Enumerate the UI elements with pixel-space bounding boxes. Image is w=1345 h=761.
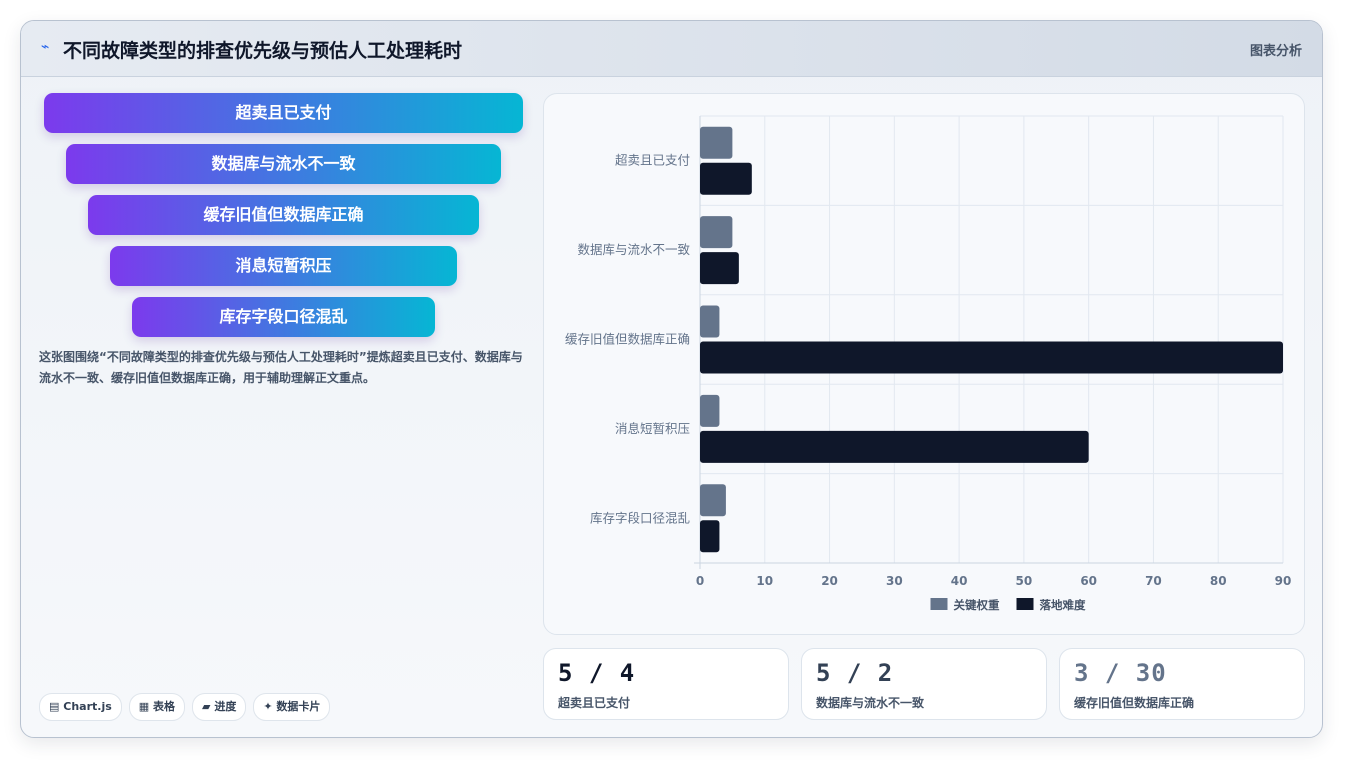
pill-label: 表格 xyxy=(153,700,176,713)
pill-chartjs[interactable]: ▤ Chart.js xyxy=(39,693,122,721)
x-tick-label: 60 xyxy=(1080,574,1097,588)
legend-swatch xyxy=(930,598,948,610)
header-tag: 图表分析 xyxy=(1249,44,1302,59)
legend-label: 落地难度 xyxy=(1040,598,1086,612)
x-tick-label: 70 xyxy=(1145,574,1162,588)
progress-icon: ▰ xyxy=(202,700,211,713)
funnel-bar-3: 消息短暂积压 xyxy=(110,246,457,286)
pill-data-card[interactable]: ✦ 数据卡片 xyxy=(253,693,331,721)
legend-swatch xyxy=(1016,598,1034,610)
bar-difficulty xyxy=(700,341,1283,374)
bar-difficulty xyxy=(700,520,720,553)
bar-difficulty xyxy=(700,430,1089,463)
bar-weight xyxy=(700,484,726,517)
bar-chart: 0 10 20 30 40 50 60 70 80 90 超卖且已支付数据库与流水不一致缓存旧值但数… xyxy=(565,115,1292,612)
stat-label: 缓存旧值但数据库正确 xyxy=(1074,696,1195,710)
stat-card-1: 5 / 2 数据库与流水不一致 xyxy=(801,648,1047,720)
bar-weight xyxy=(700,394,720,427)
stat-value: 5 / 4 xyxy=(558,659,636,687)
chart-icon: ▤ xyxy=(49,700,60,713)
y-tick-label: 缓存旧值但数据库正确 xyxy=(565,332,690,347)
y-tick-label: 库存字段口径混乱 xyxy=(590,510,690,525)
description: 这张图围绕“不同故障类型的排查优先级与预估人工处理耗时”提炼超卖且已支付、数据库… xyxy=(39,350,523,385)
y-tick-label: 超卖且已支付 xyxy=(615,153,690,168)
sparkle-icon: ✦ xyxy=(263,700,273,713)
stat-card-2: 3 / 30 缓存旧值但数据库正确 xyxy=(1059,648,1305,720)
stat-label: 数据库与流水不一致 xyxy=(816,696,925,710)
x-tick-label: 80 xyxy=(1210,574,1227,588)
bar-difficulty xyxy=(700,162,752,195)
bar-weight xyxy=(700,305,720,338)
pill-label: Chart.js xyxy=(63,700,112,713)
legend-label: 关键权重 xyxy=(954,598,1000,612)
stat-value: 3 / 30 xyxy=(1074,659,1167,687)
stat-card-0: 5 / 4 超卖且已支付 xyxy=(543,648,789,720)
page-title: 不同故障类型的排查优先级与预估人工处理耗时 xyxy=(63,40,463,62)
funnel-bar-0: 超卖且已支付 xyxy=(44,93,523,133)
header: ⌁ 不同故障类型的排查优先级与预估人工处理耗时 图表分析 xyxy=(21,21,1322,77)
pill-label: 进度 xyxy=(214,700,237,713)
x-tick-label: 20 xyxy=(821,574,838,588)
table-icon: ▦ xyxy=(138,700,150,713)
bar-difficulty xyxy=(700,252,739,285)
bar-weight xyxy=(700,126,733,159)
y-tick-label: 消息短暂积压 xyxy=(615,421,690,436)
x-tick-label: 90 xyxy=(1275,574,1292,588)
funnel-bar-2: 缓存旧值但数据库正确 xyxy=(88,195,479,235)
tag-pills: ▤ Chart.js ▦ 表格 ▰ 进度 ✦ 数据卡片 xyxy=(39,693,337,721)
trend-line-icon: ⌁ xyxy=(41,39,50,55)
stat-value: 5 / 2 xyxy=(816,659,894,687)
bar-weight xyxy=(700,216,733,249)
x-tick-label: 40 xyxy=(951,574,968,588)
stat-label: 超卖且已支付 xyxy=(558,696,631,710)
y-tick-label: 数据库与流水不一致 xyxy=(577,242,690,257)
funnel-bar-1: 数据库与流水不一致 xyxy=(66,144,501,184)
pill-table[interactable]: ▦ 表格 xyxy=(128,693,186,721)
chart-panel: 0 10 20 30 40 50 60 70 80 90 超卖且已支付数据库与流水不一致缓存旧值但数… xyxy=(543,93,1305,635)
x-tick-label: 50 xyxy=(1016,574,1033,588)
dashboard-card: ⌁ 不同故障类型的排查优先级与预估人工处理耗时 图表分析 超卖且已支付 数据库与… xyxy=(20,20,1323,738)
pill-progress[interactable]: ▰ 进度 xyxy=(192,693,247,721)
x-tick-label: 30 xyxy=(886,574,903,588)
x-tick-label: 10 xyxy=(756,574,773,588)
pill-label: 数据卡片 xyxy=(276,700,321,713)
funnel-bar-4: 库存字段口径混乱 xyxy=(132,297,435,337)
x-tick-label: 0 xyxy=(696,574,704,588)
